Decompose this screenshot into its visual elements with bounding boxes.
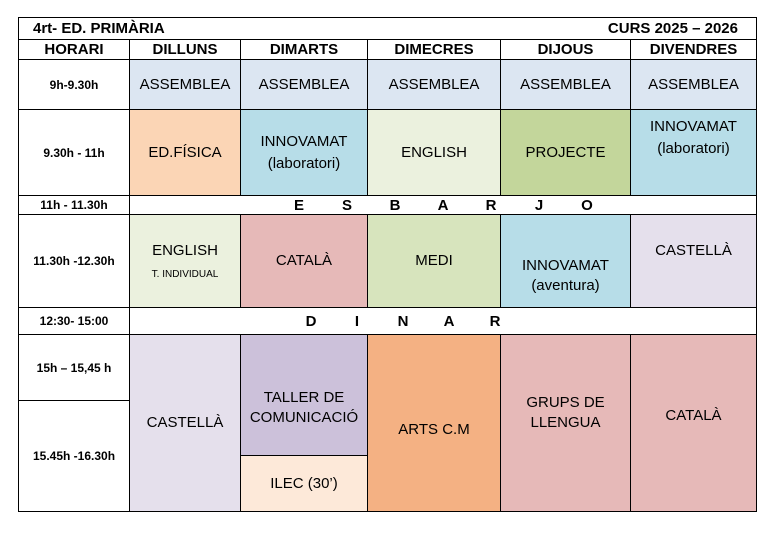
title-row: 4rt- ED. PRIMÀRIA CURS 2025 – 2026 bbox=[18, 17, 757, 40]
cell-english-mon: ENGLISH T. INDIVIDUAL bbox=[129, 214, 241, 308]
cell-grups-thu: GRUPS DE LLENGUA bbox=[500, 334, 631, 512]
cell-line: INNOVAMAT bbox=[522, 257, 609, 274]
cell-line: INNOVAMAT bbox=[260, 132, 348, 150]
row-15h: 15h – 15,45 h CASTELLÀ TALLER DE COMUNIC… bbox=[18, 334, 757, 512]
time-cell: 9h-9.30h bbox=[18, 59, 130, 110]
lunch-letter: A bbox=[443, 312, 455, 330]
time-cell: 11h - 11.30h bbox=[18, 195, 130, 215]
cell-line: TALLER DE bbox=[263, 389, 345, 406]
cell-assemblea-mon: ASSEMBLEA bbox=[129, 59, 241, 110]
cell-edfisica-mon: ED.FÍSICA bbox=[129, 109, 241, 196]
cell-line: COMUNICACIÓ bbox=[249, 408, 359, 426]
cell-line: GRUPS DE bbox=[526, 394, 605, 411]
time-cell: 15h – 15,45 h bbox=[18, 334, 130, 401]
cell-innovamat-thu: INNOVAMAT (aventura) bbox=[500, 214, 631, 308]
time-cell: 12:30- 15:00 bbox=[18, 307, 130, 335]
school-title: 4rt- ED. PRIMÀRIA bbox=[18, 17, 368, 40]
break-letter: S bbox=[341, 196, 352, 214]
col-header-dijous: DIJOUS bbox=[500, 39, 631, 60]
row-9h: 9h-9.30h ASSEMBLEA ASSEMBLEA ASSEMBLEA A… bbox=[18, 59, 757, 110]
time-cell: 9.30h - 11h bbox=[18, 109, 130, 196]
cell-projecte-thu: PROJECTE bbox=[500, 109, 631, 196]
lunch-letter: N bbox=[397, 312, 409, 330]
cell-innovamat-fri: INNOVAMAT (laboratori) bbox=[630, 109, 757, 196]
cell-subline: T. INDIVIDUAL bbox=[151, 268, 219, 280]
header-row: HORARI DILLUNS DIMARTS DIMECRES DIJOUS D… bbox=[18, 39, 757, 60]
cell-taller-tue: TALLER DE COMUNICACIÓ bbox=[240, 334, 368, 456]
col-header-dimarts: DIMARTS bbox=[240, 39, 368, 60]
schedule-table: 4rt- ED. PRIMÀRIA CURS 2025 – 2026 HORAR… bbox=[18, 17, 757, 512]
row-break: 11h - 11.30h E S B A R J O bbox=[18, 195, 757, 215]
cell-line: ENGLISH bbox=[152, 241, 218, 259]
cell-assemblea-fri: ASSEMBLEA bbox=[630, 59, 757, 110]
lunch-letter: D bbox=[305, 312, 317, 330]
row-1130: 11.30h -12.30h ENGLISH T. INDIVIDUAL CAT… bbox=[18, 214, 757, 308]
col-header-dilluns: DILLUNS bbox=[129, 39, 241, 60]
col-header-horari: HORARI bbox=[18, 39, 130, 60]
break-letter: E bbox=[293, 196, 304, 214]
break-letter: J bbox=[534, 196, 544, 214]
time-cell: 15.45h -16.30h bbox=[18, 400, 130, 512]
cell-catala-fri: CATALÀ bbox=[630, 334, 757, 512]
cell-arts-wed: ARTS C.M bbox=[367, 334, 501, 512]
row-lunch: 12:30- 15:00 D I N A R bbox=[18, 307, 757, 335]
cell-line: LLENGUA bbox=[530, 413, 601, 431]
lunch-letter: I bbox=[354, 312, 360, 330]
course-label: CURS 2025 – 2026 bbox=[367, 17, 757, 40]
row-1545: 15.45h -16.30h bbox=[18, 400, 757, 512]
col-header-divendres: DIVENDRES bbox=[630, 39, 757, 60]
cell-line: (aventura) bbox=[531, 276, 600, 294]
break-letter: B bbox=[389, 196, 401, 214]
cell-line: INNOVAMAT bbox=[650, 118, 737, 135]
cell-innovamat-tue: INNOVAMAT (laboratori) bbox=[240, 109, 368, 196]
row-1545-b: ILEC (30’) bbox=[19, 455, 757, 512]
break-letter: R bbox=[485, 196, 497, 214]
cell-line: (laboratori) bbox=[657, 139, 730, 157]
col-header-dimecres: DIMECRES bbox=[367, 39, 501, 60]
cell-line: (laboratori) bbox=[267, 154, 341, 172]
break-letter: O bbox=[581, 196, 593, 214]
cell-assemblea-thu: ASSEMBLEA bbox=[500, 59, 631, 110]
cell-assemblea-wed: ASSEMBLEA bbox=[367, 59, 501, 110]
row-930: 9.30h - 11h ED.FÍSICA INNOVAMAT (laborat… bbox=[18, 109, 757, 196]
cell-catala-tue: CATALÀ bbox=[240, 214, 368, 308]
cell-castella-fri: CASTELLÀ bbox=[630, 214, 757, 308]
lunch-letter: R bbox=[489, 312, 501, 330]
cell-assemblea-tue: ASSEMBLEA bbox=[240, 59, 368, 110]
cell-medi-wed: MEDI bbox=[367, 214, 501, 308]
time-cell: 11.30h -12.30h bbox=[18, 214, 130, 308]
cell-english-wed: ENGLISH bbox=[367, 109, 501, 196]
break-letter: A bbox=[437, 196, 449, 214]
cell-ilec-tue: ILEC (30’) bbox=[240, 455, 368, 512]
cell-castella-mon: CASTELLÀ bbox=[129, 334, 241, 512]
